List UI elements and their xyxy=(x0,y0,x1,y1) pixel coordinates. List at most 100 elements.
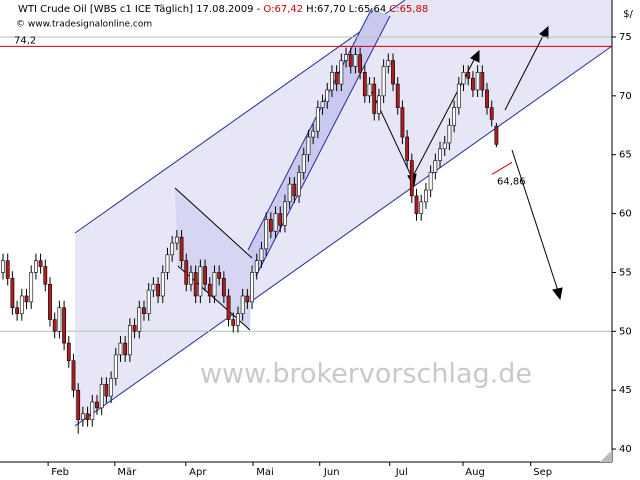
candle-body xyxy=(264,219,269,250)
candle-body xyxy=(57,307,62,332)
candle-body xyxy=(438,148,442,161)
candle-body xyxy=(245,295,250,303)
candle-body xyxy=(405,136,410,161)
candle-body xyxy=(456,83,461,108)
candle-body xyxy=(62,307,66,344)
candle-body xyxy=(254,260,259,273)
candle-body xyxy=(485,89,489,108)
candle-body xyxy=(203,266,207,285)
channel-upper xyxy=(74,0,406,234)
corner xyxy=(600,450,612,462)
x-tick-label: Jun xyxy=(323,467,340,478)
candle-body xyxy=(52,319,57,332)
candle-body xyxy=(348,54,353,67)
reference-label: 74,2 xyxy=(14,35,36,46)
copyright: © www.tradesignalonline.com xyxy=(16,20,152,30)
candle-body xyxy=(85,413,90,420)
title-text: WTI Crude Oil [WBS c1 ICE Täglich] 17.08… xyxy=(18,4,263,15)
title-value: O:67,42 xyxy=(263,4,303,15)
candle-body xyxy=(240,295,245,314)
candle-body xyxy=(151,283,156,291)
x-tick-label: Mai xyxy=(256,467,274,478)
candle-body xyxy=(165,254,170,273)
y-tick-label: 45 xyxy=(619,385,632,396)
candle-body xyxy=(358,54,363,73)
candle-body xyxy=(217,272,222,279)
candle-body xyxy=(207,283,212,297)
candle-body xyxy=(174,236,179,244)
candle-body xyxy=(226,295,231,320)
candle-body xyxy=(146,289,151,314)
candle-body xyxy=(160,272,165,297)
candle-body xyxy=(283,201,287,226)
candle-body xyxy=(43,266,48,285)
candle-body xyxy=(66,342,71,362)
arrow-head xyxy=(470,49,480,63)
arrow-head xyxy=(539,25,549,39)
candle-body xyxy=(442,142,447,150)
candle-body xyxy=(386,60,391,67)
arrow-head xyxy=(552,287,563,301)
steep-lower xyxy=(255,15,391,277)
candle-body xyxy=(127,325,132,356)
candle-body xyxy=(29,272,34,303)
candle-body xyxy=(489,107,494,120)
title-value: L:65,64 xyxy=(349,4,387,15)
down-upper xyxy=(174,187,253,259)
candle-body xyxy=(268,219,273,232)
x-tick-label: Mär xyxy=(117,467,137,478)
candle-body xyxy=(76,389,81,420)
candle-body xyxy=(339,60,344,85)
candle-body xyxy=(231,319,236,326)
candle-body xyxy=(475,71,480,91)
x-tick-label: Jul xyxy=(395,467,408,478)
candle-body xyxy=(193,272,198,297)
candle-body xyxy=(381,66,386,97)
candle-body xyxy=(494,125,499,145)
candle-body xyxy=(170,242,175,256)
candle-body xyxy=(311,130,316,138)
plot-area: 74,2 64,86 xyxy=(0,35,612,434)
candle-body xyxy=(447,124,452,144)
candle-body xyxy=(353,54,358,67)
candle-body xyxy=(184,260,189,285)
candle-body xyxy=(466,71,471,79)
candle-body xyxy=(156,283,160,297)
annotation-label: 64,86 xyxy=(497,176,526,187)
candle-body xyxy=(480,71,485,91)
candle-body xyxy=(80,413,85,420)
candle-body xyxy=(189,272,193,285)
x-tick-label: Sep xyxy=(533,467,552,478)
steep-upper xyxy=(247,7,373,251)
y-tick-label: 40 xyxy=(619,444,632,455)
candle-body xyxy=(259,248,264,261)
candle-body xyxy=(306,136,311,156)
candle-body xyxy=(424,189,428,203)
candle-body xyxy=(236,313,240,326)
candle-body xyxy=(113,354,118,379)
trend-channel xyxy=(75,0,612,426)
candle-body xyxy=(344,54,348,61)
candle-body xyxy=(452,107,457,126)
x-tick-label: Aug xyxy=(465,467,485,478)
candle-body xyxy=(297,172,301,197)
candle-body xyxy=(428,172,433,191)
candle-body xyxy=(471,77,475,91)
candle-body xyxy=(334,71,339,85)
candle-body xyxy=(15,307,20,314)
candle-body xyxy=(330,71,334,91)
arrow xyxy=(511,149,560,295)
candle-body xyxy=(367,83,372,97)
candle-body xyxy=(419,201,424,214)
annotation-line xyxy=(491,161,513,175)
candle-body xyxy=(362,71,367,97)
candle-body xyxy=(325,89,330,103)
candle-body xyxy=(414,195,419,214)
candle-body xyxy=(301,154,306,173)
arrow xyxy=(504,31,546,111)
channel-lower xyxy=(74,45,613,427)
candle-body xyxy=(142,307,146,314)
candle-body xyxy=(71,360,76,391)
watermark: www.brokervorschlag.de xyxy=(200,359,532,390)
